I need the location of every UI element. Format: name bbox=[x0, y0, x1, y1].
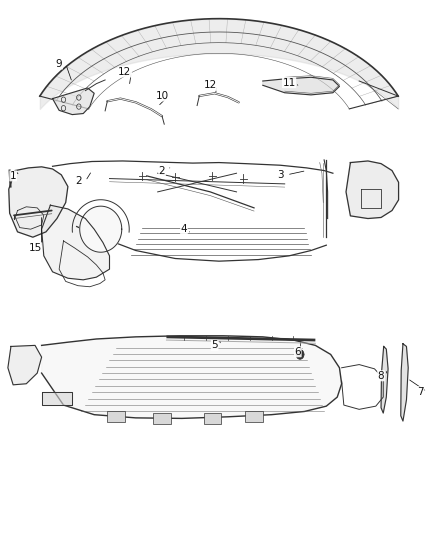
Bar bbox=[107, 411, 125, 422]
Polygon shape bbox=[42, 336, 342, 418]
Polygon shape bbox=[53, 88, 94, 115]
Text: 10: 10 bbox=[155, 91, 169, 101]
Text: 12: 12 bbox=[118, 67, 131, 77]
Polygon shape bbox=[401, 344, 408, 421]
Polygon shape bbox=[263, 77, 339, 95]
Polygon shape bbox=[9, 167, 68, 237]
Polygon shape bbox=[80, 206, 122, 252]
Polygon shape bbox=[381, 346, 388, 413]
Text: 7: 7 bbox=[417, 387, 424, 397]
Text: 8: 8 bbox=[378, 371, 385, 381]
Circle shape bbox=[296, 350, 304, 359]
Text: 12: 12 bbox=[204, 80, 217, 90]
Bar bbox=[204, 413, 221, 424]
Text: 15: 15 bbox=[28, 243, 42, 253]
Text: 2: 2 bbox=[75, 176, 82, 186]
Polygon shape bbox=[42, 205, 110, 280]
Text: 2: 2 bbox=[159, 166, 166, 175]
Polygon shape bbox=[15, 207, 44, 229]
Text: 11: 11 bbox=[283, 78, 296, 87]
Bar bbox=[153, 413, 171, 424]
Text: 4: 4 bbox=[180, 224, 187, 234]
Text: 1: 1 bbox=[10, 171, 17, 181]
Polygon shape bbox=[42, 392, 72, 405]
Text: 5: 5 bbox=[211, 341, 218, 350]
Text: 3: 3 bbox=[277, 170, 284, 180]
Polygon shape bbox=[8, 345, 42, 385]
Polygon shape bbox=[346, 161, 399, 219]
Text: 6: 6 bbox=[294, 347, 301, 357]
Bar bbox=[245, 411, 263, 422]
Text: 9: 9 bbox=[56, 59, 63, 69]
